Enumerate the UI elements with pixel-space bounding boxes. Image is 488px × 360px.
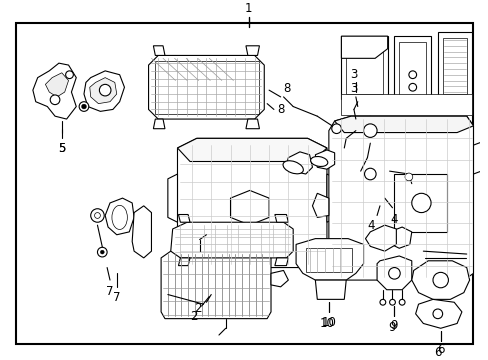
Polygon shape [399,167,418,186]
Polygon shape [286,152,312,174]
Bar [341,36,387,99]
Circle shape [65,71,73,78]
Text: 8: 8 [276,103,284,116]
Polygon shape [295,239,363,280]
Polygon shape [45,73,68,97]
Bar [398,42,426,98]
Circle shape [379,300,385,305]
Circle shape [81,104,86,109]
Polygon shape [167,174,177,222]
Polygon shape [353,116,382,143]
Polygon shape [325,148,365,171]
Circle shape [398,300,404,305]
Circle shape [91,209,104,222]
Polygon shape [415,300,461,328]
Polygon shape [312,193,328,217]
Polygon shape [170,222,293,258]
Circle shape [100,250,104,254]
Text: 6: 6 [433,346,441,359]
Polygon shape [328,116,472,280]
Circle shape [404,173,412,181]
Polygon shape [350,158,389,190]
Bar [442,38,466,94]
Polygon shape [274,215,288,222]
Circle shape [79,102,89,111]
Circle shape [432,309,442,319]
Circle shape [364,168,375,180]
Polygon shape [326,174,336,222]
Polygon shape [315,150,334,169]
Polygon shape [148,55,264,119]
Polygon shape [177,138,326,267]
Text: 6: 6 [436,343,444,356]
Text: 10: 10 [321,316,336,329]
Polygon shape [274,258,288,266]
Ellipse shape [283,161,303,174]
Bar [305,248,351,273]
Polygon shape [105,198,134,235]
Circle shape [363,124,376,138]
Circle shape [388,267,399,279]
Polygon shape [178,215,190,222]
Ellipse shape [112,205,127,229]
Circle shape [97,247,107,257]
Text: 9: 9 [390,319,397,332]
Circle shape [389,300,395,305]
Polygon shape [132,206,151,258]
Polygon shape [341,36,387,58]
Text: 4: 4 [390,213,397,226]
Bar [155,61,259,114]
Text: 8: 8 [283,82,290,95]
Circle shape [331,124,341,134]
Polygon shape [315,280,346,300]
Text: 9: 9 [388,320,395,334]
Text: 5: 5 [58,142,65,155]
Text: 7: 7 [106,285,114,298]
Polygon shape [84,71,124,111]
Polygon shape [90,78,117,104]
Polygon shape [376,256,411,290]
Polygon shape [153,119,164,129]
Text: 5: 5 [58,142,65,155]
Polygon shape [270,270,288,287]
Polygon shape [365,225,396,251]
Ellipse shape [310,157,327,166]
Polygon shape [245,46,259,55]
Text: 10: 10 [319,317,334,330]
Text: 2: 2 [190,310,197,323]
Polygon shape [411,261,468,300]
Text: 2: 2 [194,302,201,315]
Circle shape [99,84,111,96]
Text: 3: 3 [349,68,357,81]
Circle shape [411,193,430,213]
Polygon shape [161,251,270,319]
Circle shape [408,71,416,78]
Bar [394,36,430,102]
Polygon shape [245,119,259,129]
Text: 4: 4 [367,219,374,232]
Text: 1: 1 [244,2,252,15]
Polygon shape [334,116,472,132]
Text: 7: 7 [113,291,120,304]
Circle shape [94,213,100,219]
Bar [341,94,470,115]
Polygon shape [177,138,326,162]
Polygon shape [387,227,411,248]
Bar [394,174,447,232]
Polygon shape [230,190,268,225]
Polygon shape [33,63,76,119]
Circle shape [408,84,416,91]
Text: 3: 3 [349,82,357,95]
Circle shape [50,95,60,105]
Polygon shape [153,46,164,55]
Polygon shape [178,258,190,266]
Bar [346,41,382,94]
Bar [437,32,470,98]
Circle shape [432,273,447,288]
